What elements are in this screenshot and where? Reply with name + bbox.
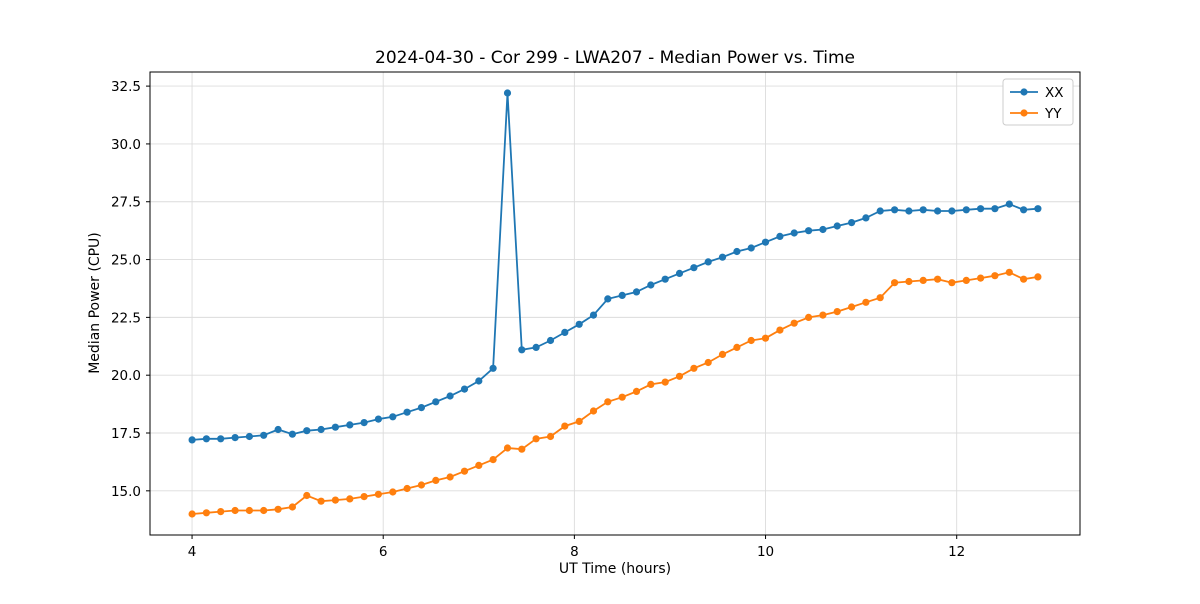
y-tick-label: 17.5 (111, 426, 141, 442)
x-axis-label: UT Time (hours) (558, 561, 672, 577)
svg-text:YY: YY (1044, 106, 1062, 122)
x-tick-label: 8 (570, 544, 579, 560)
legend-entry-XX: XX (1010, 85, 1064, 101)
y-tick-label: 27.5 (111, 195, 141, 211)
legend-entry-YY: YY (1010, 106, 1062, 122)
series-YY (188, 268, 1042, 518)
y-tick-label: 25.0 (111, 253, 141, 269)
x-tick-label: 4 (188, 544, 197, 560)
y-axis-label: Median Power (CPU) (87, 232, 103, 374)
y-tick-label: 30.0 (111, 137, 141, 153)
chart-title: 2024-04-30 - Cor 299 - LWA207 - Median P… (375, 48, 855, 68)
x-tick-label: 10 (757, 544, 774, 560)
axes: 4 6 8 10 12 15.0 17.5 20.0 22.5 25.0 27.5 30.0 32.5 (111, 71, 1081, 560)
x-tick-label: 12 (948, 544, 965, 560)
y-tick-label: 15.0 (111, 484, 141, 500)
x-tick-label: 6 (379, 544, 388, 560)
y-tick-label: 32.5 (111, 79, 141, 95)
y-tick-label: 22.5 (111, 310, 141, 326)
legend: XX YY (1002, 78, 1074, 126)
svg-text:XX: XX (1045, 85, 1064, 101)
series-XX (188, 89, 1042, 444)
grid (150, 72, 1080, 535)
y-tick-label: 20.0 (111, 368, 141, 384)
